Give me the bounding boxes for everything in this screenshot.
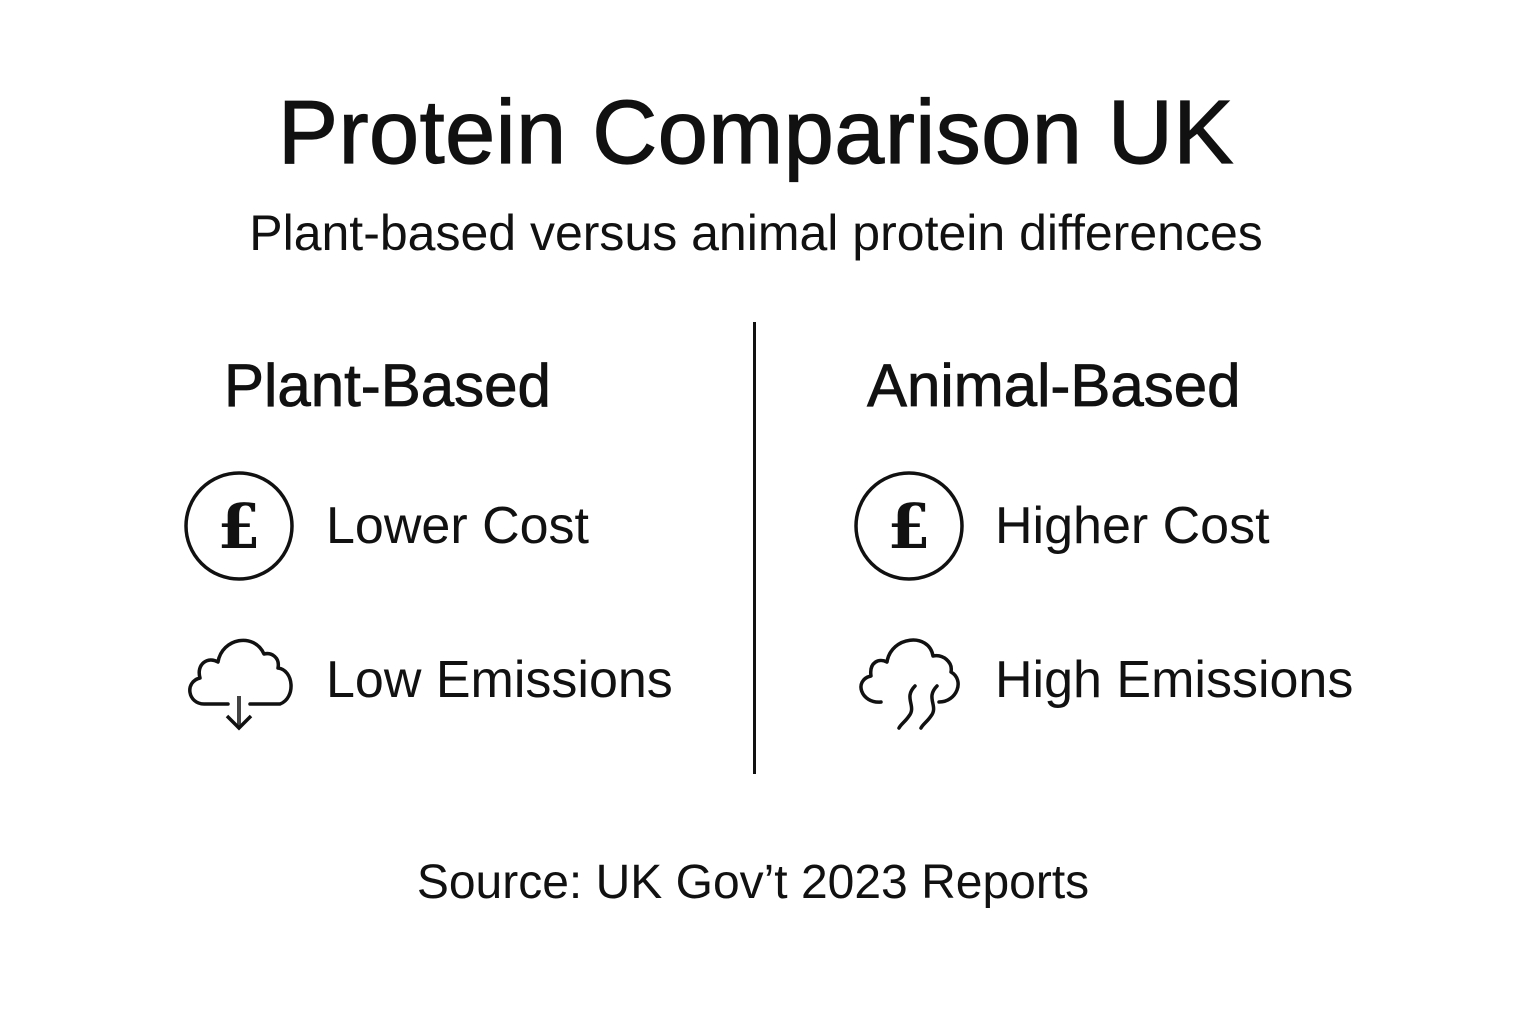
plant-cost-label: Lower Cost [326,497,589,555]
plant-emissions-label: Low Emissions [326,651,673,709]
page-title: Protein Comparison UK [277,82,1234,183]
cloud-steam-icon [853,624,965,736]
animal-cost-label: Higher Cost [995,497,1270,555]
animal-emissions-item: High Emissions [853,624,1353,736]
pound-coin-icon: £ [853,470,965,582]
plant-based-heading: Plant-Based [224,352,552,420]
column-divider [753,322,756,774]
svg-text:£: £ [217,490,260,563]
animal-cost-item: £ Higher Cost [853,470,1270,582]
svg-text:£: £ [887,490,930,563]
source-citation: Source: UK Gov’t 2023 Reports [416,856,1090,909]
plant-cost-item: £ Lower Cost [184,470,589,582]
pound-coin-icon: £ [184,470,296,582]
animal-based-heading: Animal-Based [867,352,1241,420]
animal-emissions-label: High Emissions [995,651,1354,709]
page-subtitle: Plant-based versus animal protein differ… [249,205,1263,261]
cloud-download-arrow-icon [184,624,296,736]
plant-emissions-item: Low Emissions [184,624,673,736]
